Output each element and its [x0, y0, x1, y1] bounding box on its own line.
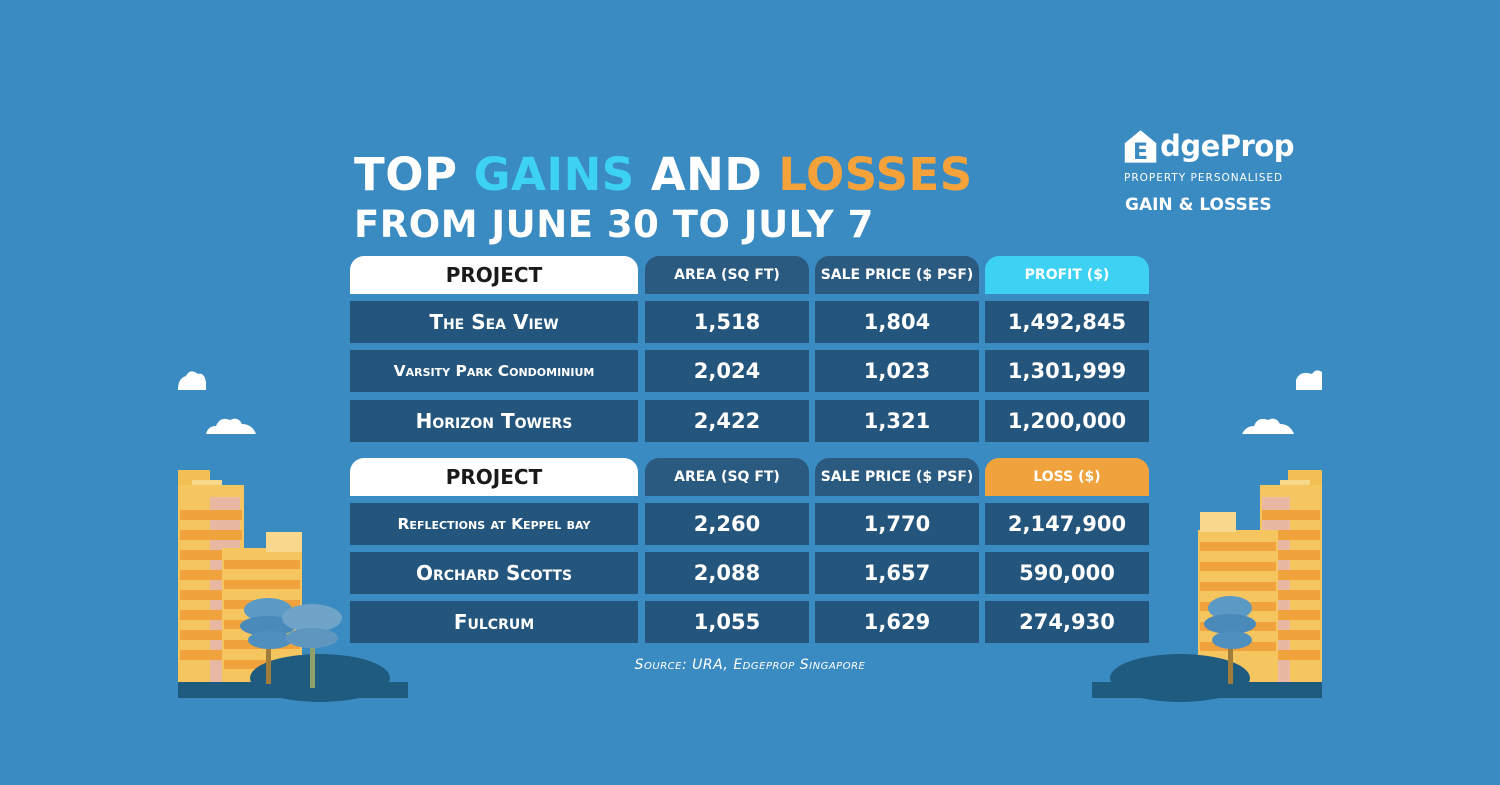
losses-cell-area: 1,055: [645, 601, 809, 643]
title-and: AND: [634, 148, 779, 201]
cloud-icon: [1242, 418, 1294, 434]
cloud-icon: [1296, 370, 1322, 390]
losses-cell-sale-price: 1,770: [815, 503, 979, 545]
logo-letter: E: [1133, 139, 1148, 165]
edgeprop-logo: E dgeProp PROPERTY PERSONALISED GAIN & L…: [1122, 124, 1294, 215]
gains-cell-amount: 1,200,000: [985, 400, 1149, 442]
gains-cell-project: Varsity Park Condominium: [350, 350, 638, 392]
left-city-illustration: [178, 371, 408, 702]
losses-cell-area: 2,260: [645, 503, 809, 545]
gains-cell-area: 2,422: [645, 400, 809, 442]
losses-cell-project: Orchard Scotts: [350, 552, 638, 594]
gains-cell-sale-price: 1,804: [815, 301, 979, 343]
losses-cell-project: Reflections at Keppel bay: [350, 503, 638, 545]
gains-header-area: AREA (SQ FT): [645, 256, 809, 294]
gains-header-amount: PROFIT ($): [985, 256, 1149, 294]
losses-cell-amount: 2,147,900: [985, 503, 1149, 545]
chart-subtitle: FROM JUNE 30 TO JULY 7: [354, 203, 874, 246]
losses-cell-amount: 590,000: [985, 552, 1149, 594]
gains-cell-project: The Sea View: [350, 301, 638, 343]
logo-tagline: PROPERTY PERSONALISED: [1124, 172, 1284, 184]
title-gains: GAINS: [473, 148, 635, 201]
gains-cell-sale-price: 1,023: [815, 350, 979, 392]
gains-cell-amount: 1,301,999: [985, 350, 1149, 392]
gains-cell-area: 2,024: [645, 350, 809, 392]
losses-cell-project: Fulcrum: [350, 601, 638, 643]
tree-icon: [240, 598, 296, 684]
losses-cell-amount: 274,930: [985, 601, 1149, 643]
cloud-icon: [178, 371, 206, 390]
chart-title: TOP GAINS AND LOSSES: [354, 148, 973, 202]
title-losses: LOSSES: [778, 148, 973, 201]
losses-header-sale-price: SALE PRICE ($ PSF): [815, 458, 979, 496]
logo-wordmark: dgeProp: [1160, 129, 1294, 163]
gains-cell-project: Horizon Towers: [350, 400, 638, 442]
losses-header-amount: LOSS ($): [985, 458, 1149, 496]
tree-icon: [1204, 596, 1256, 684]
gains-cell-area: 1,518: [645, 301, 809, 343]
gains-header-project: PROJECT: [350, 256, 638, 294]
gains-cell-amount: 1,492,845: [985, 301, 1149, 343]
right-city-illustration: [1092, 370, 1322, 702]
losses-cell-sale-price: 1,657: [815, 552, 979, 594]
source-note: Source: URA, Edgeprop Singapore: [634, 657, 866, 673]
losses-cell-area: 2,088: [645, 552, 809, 594]
losses-cell-sale-price: 1,629: [815, 601, 979, 643]
house-logo-icon: E: [1124, 130, 1157, 165]
tree-icon: [282, 604, 342, 688]
title-top: TOP: [354, 148, 474, 201]
gains-cell-sale-price: 1,321: [815, 400, 979, 442]
losses-header-project: PROJECT: [350, 458, 638, 496]
gains-header-sale-price: SALE PRICE ($ PSF): [815, 256, 979, 294]
cloud-icon: [206, 418, 256, 434]
losses-header-area: AREA (SQ FT): [645, 458, 809, 496]
logo-subtitle: GAIN & LOSSES: [1125, 195, 1272, 215]
